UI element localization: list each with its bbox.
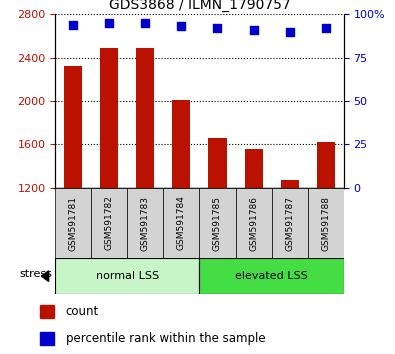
- Bar: [199, 258, 344, 294]
- Text: GSM591786: GSM591786: [249, 195, 258, 251]
- Bar: [100, 48, 118, 318]
- Text: stress: stress: [19, 269, 52, 279]
- Point: [106, 20, 113, 25]
- Polygon shape: [41, 271, 49, 281]
- Point: [142, 20, 149, 25]
- Text: GSM591787: GSM591787: [285, 195, 294, 251]
- Point: [178, 23, 184, 29]
- Text: GSM591782: GSM591782: [105, 195, 114, 251]
- Text: normal LSS: normal LSS: [96, 271, 159, 281]
- Bar: [40, 332, 54, 345]
- Text: GSM591785: GSM591785: [213, 195, 222, 251]
- Point: [286, 29, 293, 34]
- Point: [70, 22, 77, 27]
- Bar: [235, 188, 272, 258]
- Bar: [173, 100, 190, 318]
- Point: [250, 27, 257, 33]
- Point: [322, 25, 329, 31]
- Bar: [280, 180, 299, 318]
- Text: percentile rank within the sample: percentile rank within the sample: [66, 332, 265, 345]
- Text: GSM591788: GSM591788: [321, 195, 330, 251]
- Bar: [91, 188, 127, 258]
- Bar: [64, 66, 82, 318]
- Bar: [199, 188, 235, 258]
- Bar: [55, 258, 199, 294]
- Bar: [127, 188, 164, 258]
- Bar: [164, 188, 199, 258]
- Bar: [308, 188, 344, 258]
- Text: GSM591781: GSM591781: [69, 195, 78, 251]
- Text: count: count: [66, 306, 99, 318]
- Text: GSM591784: GSM591784: [177, 195, 186, 251]
- Text: GSM591783: GSM591783: [141, 195, 150, 251]
- Point: [214, 25, 221, 31]
- Bar: [245, 149, 263, 318]
- Text: elevated LSS: elevated LSS: [235, 271, 308, 281]
- Title: GDS3868 / ILMN_1790757: GDS3868 / ILMN_1790757: [109, 0, 290, 12]
- Bar: [272, 188, 308, 258]
- Bar: [209, 138, 226, 318]
- Bar: [40, 305, 54, 318]
- Bar: [55, 188, 91, 258]
- Bar: [136, 48, 154, 318]
- Bar: [317, 142, 335, 318]
